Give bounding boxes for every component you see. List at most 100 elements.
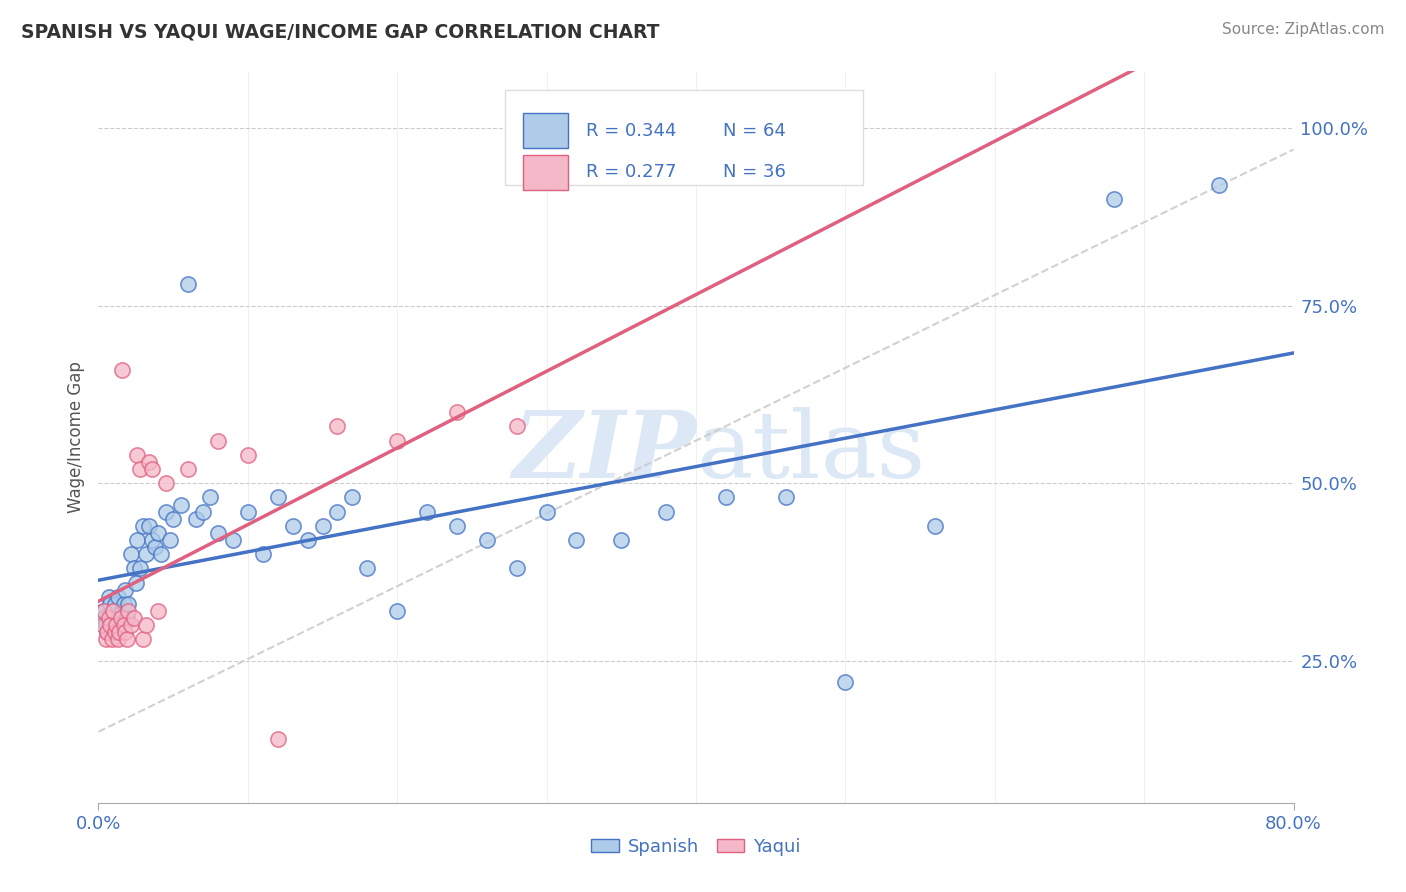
Point	[111, 604, 134, 618]
Point	[108, 611, 131, 625]
Text: N = 36: N = 36	[724, 163, 786, 181]
Point	[141, 462, 163, 476]
Point	[446, 519, 468, 533]
Point	[129, 561, 152, 575]
Point	[236, 448, 259, 462]
Point	[714, 491, 737, 505]
Point	[177, 462, 200, 476]
Point	[103, 604, 125, 618]
Point	[127, 448, 149, 462]
Point	[104, 597, 127, 611]
Point	[236, 505, 259, 519]
Text: R = 0.277: R = 0.277	[586, 163, 676, 181]
Point	[132, 632, 155, 647]
Point	[98, 597, 122, 611]
Point	[536, 505, 558, 519]
Point	[207, 525, 229, 540]
Point	[110, 618, 132, 632]
Point	[138, 519, 160, 533]
Point	[184, 512, 207, 526]
Point	[565, 533, 588, 547]
Point	[311, 519, 333, 533]
Point	[105, 618, 128, 632]
Point	[111, 362, 134, 376]
Point	[114, 625, 136, 640]
Point	[125, 575, 148, 590]
Point	[191, 505, 214, 519]
Point	[475, 533, 498, 547]
Point	[267, 491, 290, 505]
FancyBboxPatch shape	[523, 155, 568, 190]
Text: Source: ZipAtlas.com: Source: ZipAtlas.com	[1222, 22, 1385, 37]
Point	[96, 625, 118, 640]
Point	[326, 505, 349, 519]
Point	[91, 604, 114, 618]
Point	[93, 604, 115, 618]
Point	[115, 611, 138, 625]
Point	[108, 625, 131, 640]
Point	[98, 618, 122, 632]
Point	[924, 519, 946, 533]
Point	[385, 434, 409, 448]
Point	[655, 505, 678, 519]
Point	[135, 547, 157, 561]
Point	[97, 611, 120, 625]
Point	[138, 455, 160, 469]
Legend: Spanish, Yaqui: Spanish, Yaqui	[585, 830, 807, 863]
Point	[177, 277, 200, 292]
Text: R = 0.344: R = 0.344	[586, 121, 676, 139]
Point	[107, 632, 129, 647]
FancyBboxPatch shape	[523, 113, 568, 148]
Point	[120, 618, 142, 632]
Point	[326, 419, 349, 434]
Point	[101, 611, 124, 625]
Point	[150, 547, 173, 561]
Point	[148, 525, 170, 540]
Point	[1208, 178, 1230, 192]
Point	[93, 611, 115, 625]
Point	[117, 604, 139, 618]
Point	[104, 625, 127, 640]
Point	[112, 618, 135, 632]
Point	[297, 533, 319, 547]
Point	[107, 590, 129, 604]
Point	[94, 632, 117, 647]
Point	[124, 561, 146, 575]
Text: SPANISH VS YAQUI WAGE/INCOME GAP CORRELATION CHART: SPANISH VS YAQUI WAGE/INCOME GAP CORRELA…	[21, 22, 659, 41]
Point	[281, 519, 304, 533]
Text: atlas: atlas	[696, 407, 925, 497]
Point	[775, 491, 797, 505]
Point	[120, 547, 142, 561]
Point	[506, 419, 529, 434]
Y-axis label: Wage/Income Gap: Wage/Income Gap	[66, 361, 84, 513]
Point	[117, 597, 139, 611]
Point	[356, 561, 378, 575]
Point	[97, 590, 120, 604]
Point	[91, 618, 114, 632]
Point	[342, 491, 364, 505]
Point	[135, 618, 157, 632]
Text: N = 64: N = 64	[724, 121, 786, 139]
Point	[141, 533, 163, 547]
Point	[110, 611, 132, 625]
Point	[114, 582, 136, 597]
Point	[101, 632, 124, 647]
Point	[94, 618, 117, 632]
Point	[834, 675, 856, 690]
Point	[385, 604, 409, 618]
Text: ZIP: ZIP	[512, 407, 696, 497]
Point	[132, 519, 155, 533]
Point	[610, 533, 633, 547]
Point	[96, 625, 118, 640]
Point	[222, 533, 245, 547]
Point	[207, 434, 229, 448]
Point	[155, 476, 177, 491]
Point	[129, 462, 152, 476]
Point	[143, 540, 166, 554]
Point	[267, 731, 290, 746]
Point	[159, 533, 181, 547]
Point	[105, 618, 128, 632]
Point	[124, 611, 146, 625]
Point	[115, 632, 138, 647]
Point	[148, 604, 170, 618]
